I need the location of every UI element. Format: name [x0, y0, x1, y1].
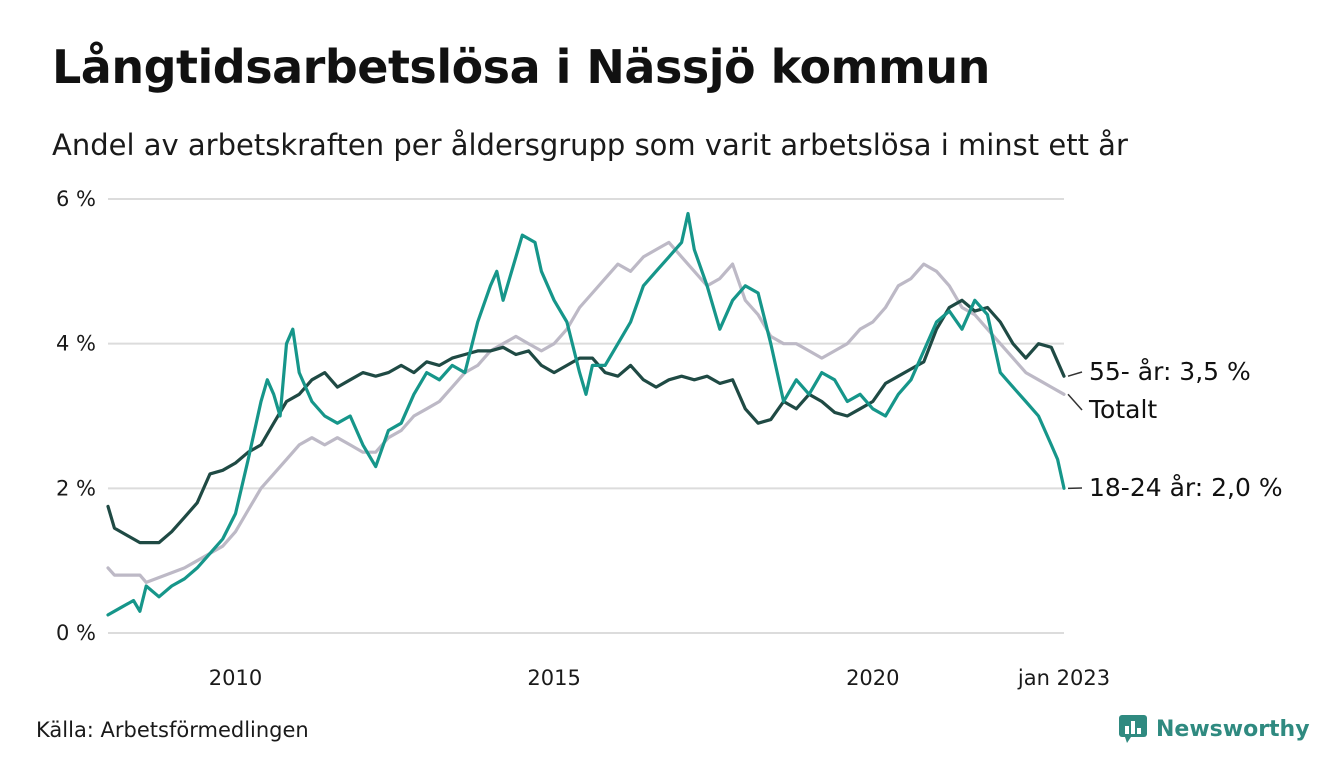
y-tick-label: 2 %: [56, 476, 96, 500]
source-note: Källa: Arbetsförmedlingen: [36, 718, 309, 742]
grid-lines: [108, 198, 1064, 634]
end-label-youth: 18-24 år: 2,0 %: [1089, 473, 1283, 502]
leader-line-total: [1067, 393, 1083, 411]
y-tick-label: 6 %: [56, 187, 96, 211]
x-tick-label: 2020: [846, 666, 899, 690]
y-tick-label: 4 %: [56, 332, 96, 356]
x-tick-label: jan 2023: [1017, 666, 1110, 690]
y-axis-labels: 0 % 2 % 4 % 6 %: [56, 187, 96, 645]
brand-name: Newsworthy: [1156, 716, 1310, 742]
chart-title: Långtidsarbetslösa i Nässjö kommun: [52, 40, 990, 94]
chart-subtitle: Andel av arbetskraften per åldersgrupp s…: [52, 128, 1128, 162]
leader-line-senior: [1067, 371, 1083, 377]
end-label-senior: 55- år: 3,5 %: [1089, 357, 1251, 386]
y-tick-label: 0 %: [56, 621, 96, 645]
x-axis-labels: 2010 2015 2020 jan 2023: [209, 666, 1110, 690]
bar-chart-icon: [1119, 715, 1147, 743]
series-line-senior: [106, 298, 1066, 545]
series-end-labels: Totalt 55- år: 3,5 % 18-24 år: 2,0 %: [1067, 357, 1283, 502]
brand-logo: Newsworthy: [1118, 714, 1310, 744]
series-lines: [106, 211, 1066, 617]
series-line-total: [106, 240, 1066, 584]
end-label-total: Totalt: [1088, 395, 1157, 424]
x-tick-label: 2015: [527, 666, 580, 690]
x-tick-label: 2010: [209, 666, 262, 690]
series-line-youth: [106, 211, 1066, 617]
